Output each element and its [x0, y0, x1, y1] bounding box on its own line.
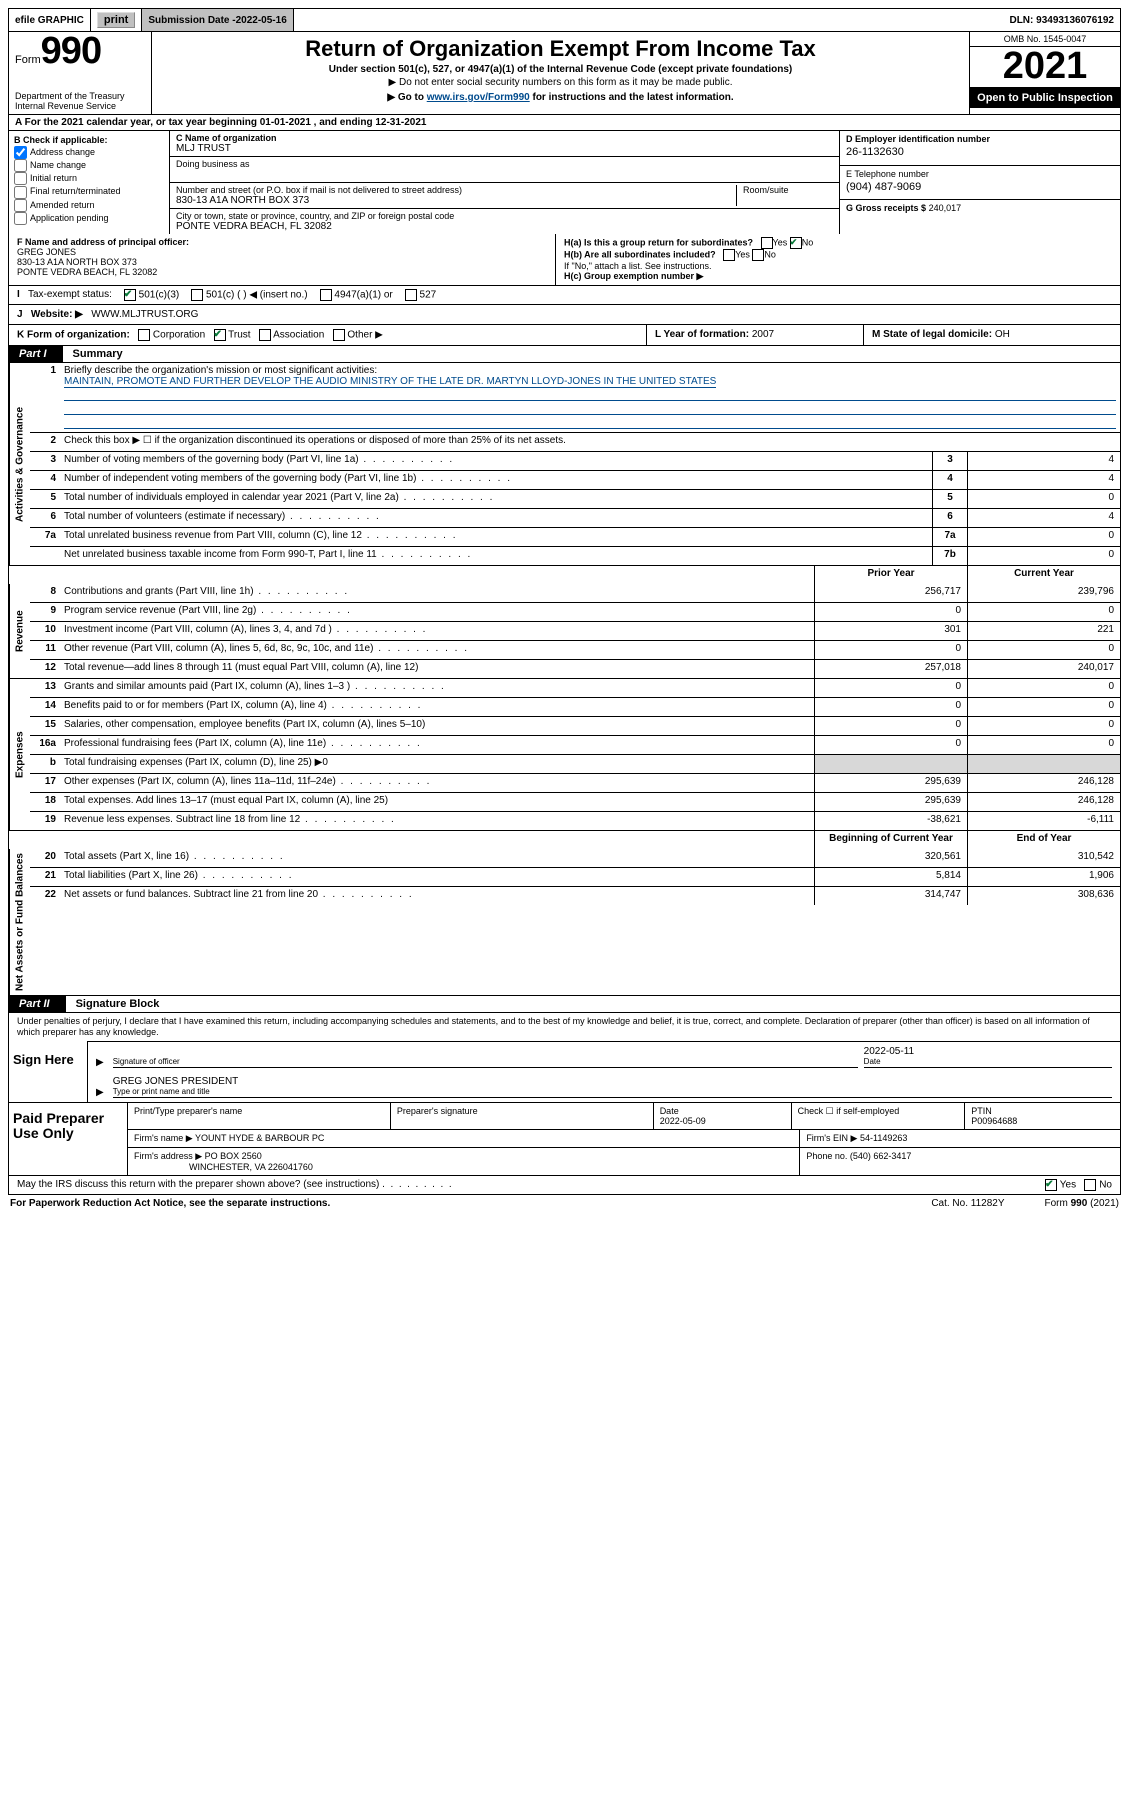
chk-address-change[interactable]: Address change — [14, 146, 164, 159]
form-subtitle-3: Go to www.irs.gov/Form990 for instructio… — [160, 92, 961, 103]
row-i-tax-status: I Tax-exempt status: 501(c)(3) 501(c) ( … — [8, 286, 1121, 305]
page-footer: For Paperwork Reduction Act Notice, see … — [8, 1195, 1121, 1212]
street-row: Number and street (or P.O. box if mail i… — [170, 183, 839, 209]
tax-year: 2021 — [970, 47, 1120, 88]
group-return-block: H(a) Is this a group return for subordin… — [556, 234, 1120, 285]
row-k-form-org: K Form of organization: Corporation Trus… — [8, 325, 1121, 346]
sign-here-label: Sign Here — [9, 1041, 88, 1102]
section-expenses: Expenses 13Grants and similar amounts pa… — [8, 679, 1121, 831]
form-subtitle-1: Under section 501(c), 527, or 4947(a)(1)… — [160, 64, 961, 75]
signature-block: Under penalties of perjury, I declare th… — [8, 1013, 1121, 1103]
form-title: Return of Organization Exempt From Incom… — [160, 36, 961, 62]
section-revenue: Revenue 8Contributions and grants (Part … — [8, 584, 1121, 679]
row-a-tax-year: A For the 2021 calendar year, or tax yea… — [8, 115, 1121, 131]
print-button[interactable]: print — [97, 12, 135, 28]
side-expenses: Expenses — [9, 679, 30, 830]
side-net-assets: Net Assets or Fund Balances — [9, 849, 30, 995]
dept-treasury: Department of the Treasury Internal Reve… — [15, 92, 145, 112]
block-b-c-d: B Check if applicable: Address change Na… — [8, 131, 1121, 234]
efile-label: efile GRAPHIC — [9, 9, 91, 31]
row-j-website: J Website: ▶ WWW.MLJTRUST.ORG — [8, 305, 1121, 325]
form-number-box: Form990 Department of the Treasury Inter… — [9, 32, 152, 114]
officer-block: F Name and address of principal officer:… — [9, 234, 556, 285]
block-f-h: F Name and address of principal officer:… — [8, 234, 1121, 286]
section-activities: Activities & Governance 1 Briefly descri… — [8, 363, 1121, 566]
col-b-checkboxes: B Check if applicable: Address change Na… — [9, 131, 170, 234]
form-title-block: Return of Organization Exempt From Incom… — [152, 32, 969, 114]
col-d-e-g: D Employer identification number 26-1132… — [839, 131, 1120, 234]
mission-text: MAINTAIN, PROMOTE AND FURTHER DEVELOP TH… — [64, 376, 716, 388]
chk-initial-return[interactable]: Initial return — [14, 172, 164, 185]
irs-discuss-row: May the IRS discuss this return with the… — [8, 1176, 1121, 1195]
dln: DLN: 93493136076192 — [1003, 9, 1120, 31]
paid-preparer-block: Paid Preparer Use Only Print/Type prepar… — [8, 1103, 1121, 1176]
tel-row: E Telephone number (904) 487-9069 — [840, 166, 1120, 201]
form-subtitle-2: Do not enter social security numbers on … — [160, 77, 961, 88]
ein-row: D Employer identification number 26-1132… — [840, 131, 1120, 166]
top-bar: efile GRAPHIC print Submission Date - 20… — [8, 8, 1121, 32]
city-row: City or town, state or province, country… — [170, 209, 839, 234]
chk-amended[interactable]: Amended return — [14, 199, 164, 212]
col-c-org-info: C Name of organization MLJ TRUST Doing b… — [170, 131, 839, 234]
header-right-box: OMB No. 1545-0047 2021 Open to Public In… — [969, 32, 1120, 114]
print-button-wrap: print — [91, 9, 142, 31]
side-revenue: Revenue — [9, 584, 30, 678]
gross-row: G Gross receipts $ 240,017 — [840, 200, 1120, 234]
form-header: Form990 Department of the Treasury Inter… — [8, 32, 1121, 115]
submission-date: Submission Date - 2022-05-16 — [142, 9, 293, 31]
part-ii-header: Part II Signature Block — [8, 996, 1121, 1013]
irs-link[interactable]: www.irs.gov/Form990 — [427, 92, 530, 103]
paid-preparer-label: Paid Preparer Use Only — [9, 1103, 128, 1175]
dba-row: Doing business as — [170, 157, 839, 183]
spacer — [294, 9, 1004, 31]
chk-name-change[interactable]: Name change — [14, 159, 164, 172]
org-name-row: C Name of organization MLJ TRUST — [170, 131, 839, 157]
chk-app-pending[interactable]: Application pending — [14, 212, 164, 225]
part-i-header: Part I Summary — [8, 346, 1121, 363]
section-net-assets: Net Assets or Fund Balances 20Total asse… — [8, 849, 1121, 996]
perjury-declaration: Under penalties of perjury, I declare th… — [9, 1013, 1120, 1041]
open-to-public: Open to Public Inspection — [970, 88, 1120, 108]
chk-final-return[interactable]: Final return/terminated — [14, 185, 164, 198]
side-activities: Activities & Governance — [9, 363, 30, 565]
